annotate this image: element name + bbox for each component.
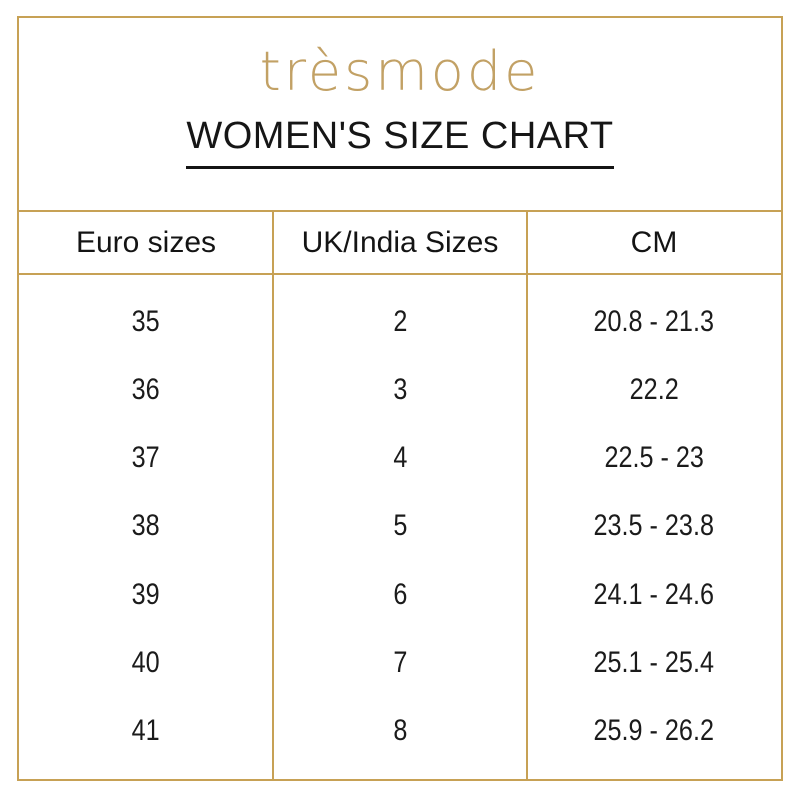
cell-uk-india: 3 bbox=[392, 373, 408, 407]
column-divider-2 bbox=[526, 210, 529, 779]
cell-euro: 36 bbox=[131, 373, 161, 407]
cell-euro: 35 bbox=[131, 305, 161, 339]
cell-euro: 39 bbox=[131, 577, 161, 611]
table-row: 40 7 25.1 - 25.4 bbox=[19, 629, 781, 697]
table-row: 38 5 23.5 - 23.8 bbox=[19, 492, 781, 560]
cell-uk-india: 2 bbox=[392, 305, 408, 339]
cell-euro: 37 bbox=[131, 441, 161, 475]
column-header-cm: CM bbox=[630, 225, 678, 259]
column-header-euro: Euro sizes bbox=[75, 225, 217, 259]
table-row: 41 8 25.9 - 26.2 bbox=[19, 697, 781, 765]
table-row: 36 3 22.2 bbox=[19, 356, 781, 424]
table-row: 35 2 20.8 - 21.3 bbox=[19, 288, 781, 356]
table-header-row: Euro sizes UK/India Sizes CM bbox=[19, 210, 781, 275]
cell-uk-india: 6 bbox=[392, 577, 408, 611]
page-title: WOMEN'S SIZE CHART bbox=[186, 117, 614, 170]
cell-uk-india: 5 bbox=[392, 509, 408, 543]
column-header-uk-india: UK/India Sizes bbox=[301, 225, 499, 259]
cell-cm: 25.1 - 25.4 bbox=[593, 645, 715, 679]
cell-euro: 41 bbox=[131, 713, 161, 747]
cell-euro: 40 bbox=[131, 645, 161, 679]
size-table: Euro sizes UK/India Sizes CM 35 2 20.8 -… bbox=[19, 210, 781, 779]
cell-cm: 22.5 - 23 bbox=[604, 441, 704, 475]
chart-frame: trèsmode WOMEN'S SIZE CHART Euro sizes U… bbox=[17, 16, 783, 781]
cell-cm: 22.2 bbox=[629, 373, 679, 407]
cell-cm: 23.5 - 23.8 bbox=[593, 509, 715, 543]
cell-cm: 20.8 - 21.3 bbox=[593, 305, 715, 339]
cell-cm: 24.1 - 24.6 bbox=[593, 577, 715, 611]
cell-cm: 25.9 - 26.2 bbox=[593, 713, 715, 747]
table-row: 37 4 22.5 - 23 bbox=[19, 424, 781, 492]
table-body: 35 2 20.8 - 21.3 36 3 22.2 37 4 22.5 - 2… bbox=[19, 275, 781, 779]
table-row: 39 6 24.1 - 24.6 bbox=[19, 561, 781, 629]
cell-uk-india: 8 bbox=[392, 713, 408, 747]
title-container: WOMEN'S SIZE CHART bbox=[19, 117, 781, 170]
cell-uk-india: 4 bbox=[392, 441, 408, 475]
cell-uk-india: 7 bbox=[392, 645, 408, 679]
cell-euro: 38 bbox=[131, 509, 161, 543]
column-divider-1 bbox=[271, 210, 274, 779]
brand-logo: trèsmode bbox=[259, 40, 541, 103]
